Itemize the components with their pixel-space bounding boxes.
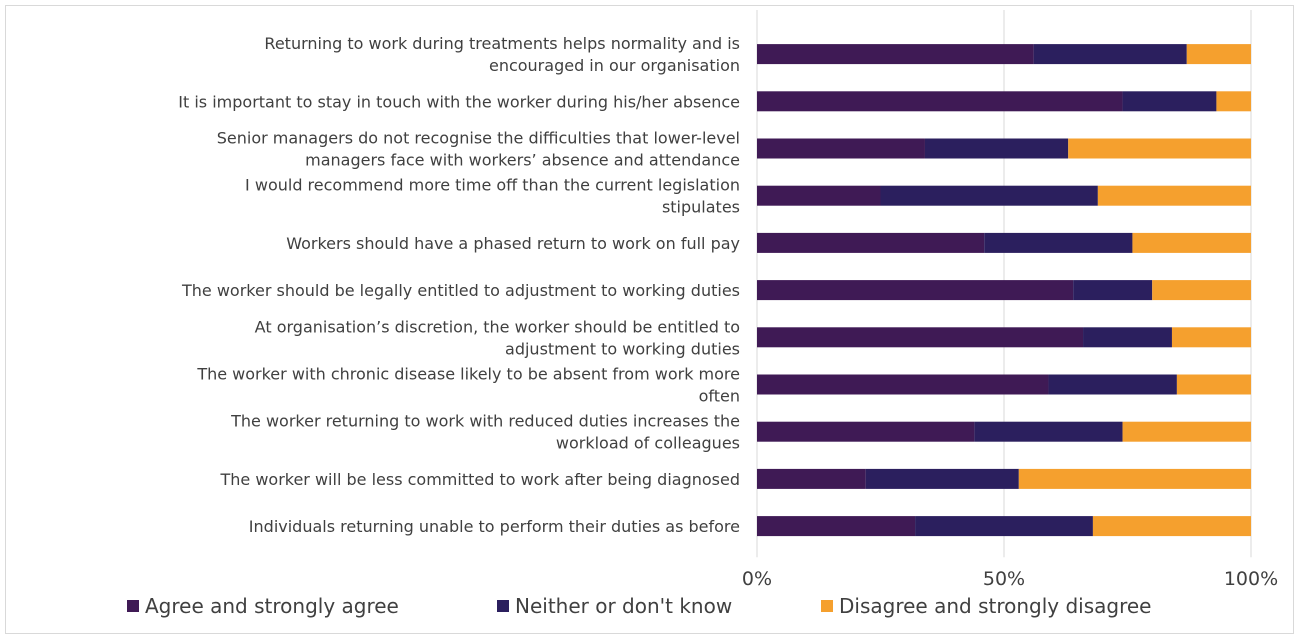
bar-segment: [1176, 374, 1251, 395]
legend-label: Disagree and strongly disagree: [839, 594, 1151, 618]
bar-segment: [1092, 516, 1251, 537]
category-label: The worker with chronic disease likely t…: [196, 365, 740, 384]
bar-segment: [1122, 91, 1217, 112]
legend-swatch: [821, 600, 833, 612]
bar-segment: [924, 138, 1069, 159]
bar-segment: [865, 468, 1019, 489]
bar-segment: [757, 232, 985, 253]
bar-segment: [915, 516, 1093, 537]
category-label: stipulates: [662, 198, 740, 217]
category-label: At organisation’s discretion, the worker…: [255, 317, 740, 336]
bar-segment: [757, 327, 1084, 348]
bar-segment: [1048, 374, 1177, 395]
bar-segment: [1083, 327, 1172, 348]
bar-segment: [1171, 327, 1251, 348]
x-tick-label: 0%: [742, 568, 772, 590]
bar-segment: [757, 91, 1123, 112]
bar-segment: [1068, 138, 1251, 159]
bar-segment: [757, 516, 916, 537]
category-label: Returning to work during treatments help…: [264, 34, 740, 53]
category-label: Individuals returning unable to perform …: [249, 517, 740, 536]
bar-segment: [1018, 468, 1251, 489]
legend-label: Neither or don't know: [515, 594, 732, 618]
bar-segment: [757, 374, 1049, 395]
x-tick-label: 100%: [1224, 568, 1278, 590]
bar-segment: [757, 421, 975, 442]
category-label: encouraged in our organisation: [489, 56, 740, 75]
bar-segment: [757, 280, 1074, 301]
bar-segment: [1186, 44, 1251, 65]
category-label: The worker will be less committed to wor…: [219, 470, 740, 489]
legend-swatch: [497, 600, 509, 612]
category-label: The worker returning to work with reduce…: [230, 412, 740, 431]
bar-segment: [880, 185, 1098, 206]
bar-segment: [1097, 185, 1251, 206]
chart-frame: [5, 5, 1294, 634]
bar-segment: [1132, 232, 1251, 253]
category-label: I would recommend more time off than the…: [245, 176, 740, 195]
legend-swatch: [127, 600, 139, 612]
category-label: It is important to stay in touch with th…: [178, 92, 740, 111]
bar-segment: [1033, 44, 1187, 65]
bar-segment: [757, 185, 881, 206]
bar-segment: [757, 44, 1034, 65]
bar-segment: [1216, 91, 1251, 112]
bar-segment: [1122, 421, 1251, 442]
bar-segment: [1152, 280, 1251, 301]
category-label: workload of colleagues: [556, 434, 740, 453]
category-label: managers face with workers’ absence and …: [305, 151, 740, 170]
category-label: Senior managers do not recognise the dif…: [217, 129, 740, 148]
bar-segment: [974, 421, 1123, 442]
category-label: The worker should be legally entitled to…: [181, 281, 740, 300]
legend-label: Agree and strongly agree: [145, 594, 399, 618]
x-tick-label: 50%: [983, 568, 1025, 590]
bar-segment: [757, 138, 925, 159]
category-label: often: [699, 387, 740, 406]
bar-segment: [984, 232, 1133, 253]
bar-segment: [757, 468, 866, 489]
bar-segment: [1073, 280, 1153, 301]
category-label: Workers should have a phased return to w…: [286, 234, 740, 253]
category-label: adjustment to working duties: [505, 339, 740, 358]
